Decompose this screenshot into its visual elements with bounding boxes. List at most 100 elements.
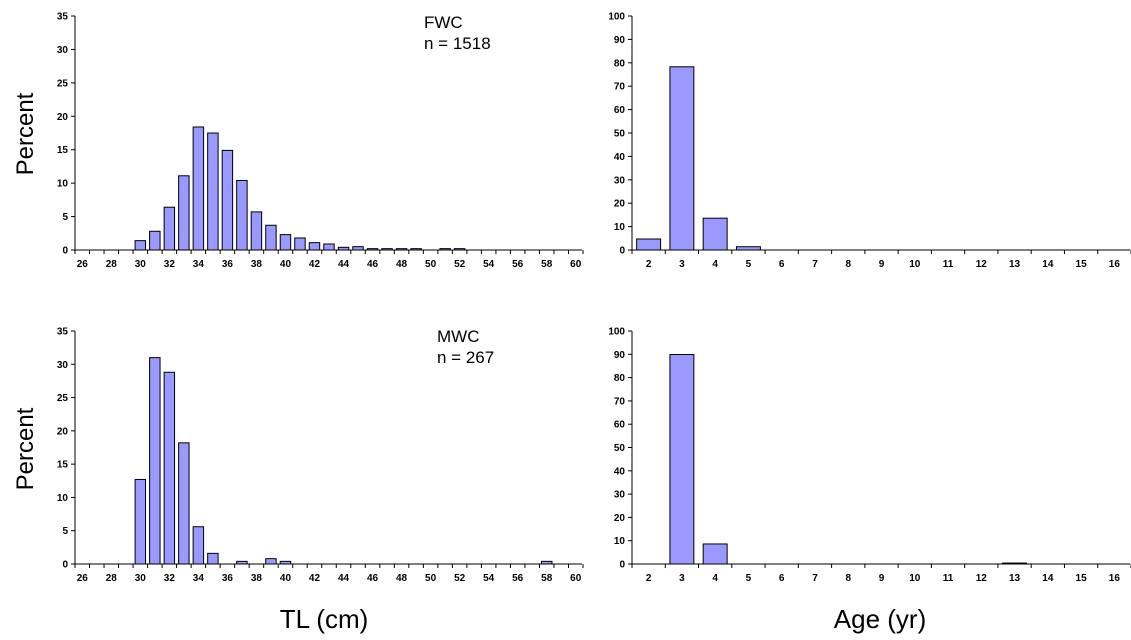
bar-2 (636, 238, 662, 251)
y-tick-label: 10 (57, 179, 69, 190)
y-tick-label: 70 (614, 82, 626, 93)
x-tick-label: 48 (396, 573, 408, 584)
bar-38 (250, 211, 263, 251)
y-tick-label: 60 (614, 420, 626, 431)
bar-32 (163, 371, 176, 565)
x-tick-label: 11 (943, 573, 954, 584)
x-tick-label: 10 (909, 259, 921, 270)
x-tick-label: 16 (1109, 573, 1121, 584)
bar-42 (308, 242, 321, 251)
y-tick-label: 90 (614, 35, 626, 46)
y-axis-label-top: Percent (12, 92, 39, 175)
bar-41 (294, 237, 306, 251)
x-tick-label: 32 (164, 259, 176, 270)
y-tick-label: 0 (62, 560, 68, 571)
x-tick-label: 10 (909, 573, 921, 584)
x-tick-label: 7 (812, 573, 818, 584)
x-tick-label: 26 (77, 259, 89, 270)
bar-45 (352, 246, 364, 251)
x-tick-label: 52 (454, 259, 466, 270)
y-tick-label: 20 (57, 112, 69, 123)
bar-31 (149, 230, 161, 251)
bar-35 (207, 132, 219, 251)
x-tick-label: 36 (222, 573, 234, 584)
x-tick-label: 8 (845, 573, 851, 584)
y-tick-label: 5 (62, 212, 68, 223)
bar-40 (279, 234, 292, 251)
y-tick-label: 80 (614, 373, 626, 384)
x-tick-label: 56 (512, 259, 524, 270)
y-tick-label: 30 (57, 45, 69, 56)
x-axis-label-left: TL (cm) (280, 604, 369, 634)
y-tick-label: 10 (614, 222, 626, 233)
chart-panel-bottom-right: 0 10 20 30 40 50 60 70 80 90 100 2 3 4 5 6 7 8 9 10 11 12 13 14… (608, 327, 1131, 584)
bar-31 (149, 357, 161, 565)
x-tick-label: 12 (976, 573, 988, 584)
y-tick-label: 10 (57, 493, 69, 504)
bar-39 (265, 558, 277, 565)
x-tick-label: 5 (746, 259, 752, 270)
y-tick-label: 0 (62, 246, 68, 257)
x-tick-label: 2 (646, 259, 652, 270)
x-tick-label: 60 (570, 259, 582, 270)
y-tick-label: 0 (619, 246, 625, 257)
x-tick-label: 30 (135, 573, 147, 584)
x-tick-label: 54 (483, 259, 495, 270)
bar-3 (669, 66, 695, 251)
y-tick-label: 35 (57, 12, 69, 23)
annotation-line: n = 267 (437, 348, 494, 367)
x-tick-label: 9 (879, 259, 885, 270)
bar-34 (192, 526, 205, 565)
x-tick-label: 28 (106, 573, 118, 584)
y-tick-label: 90 (614, 350, 626, 361)
chart-panel-top-left: 0 5 10 15 20 25 30 35 26 28 30 32 34 36 38 40 42 44 46 48 50… (57, 12, 584, 270)
y-tick-label: 100 (608, 12, 625, 23)
x-tick-label: 14 (1042, 573, 1054, 584)
x-tick-label: 40 (280, 259, 292, 270)
x-tick-label: 60 (570, 573, 582, 584)
y-tick-label: 60 (614, 105, 626, 116)
y-tick-label: 0 (619, 560, 625, 571)
x-tick-label: 2 (646, 573, 652, 584)
x-tick-label: 9 (879, 573, 885, 584)
x-tick-label: 13 (1009, 259, 1021, 270)
x-tick-label: 16 (1109, 259, 1121, 270)
x-tick-label: 3 (679, 573, 685, 584)
y-tick-label: 40 (614, 152, 626, 163)
bar-43 (323, 243, 335, 251)
y-tick-label: 20 (614, 199, 626, 210)
y-tick-label: 35 (57, 327, 69, 338)
y-tick-label: 15 (57, 460, 69, 471)
bar-3 (669, 354, 695, 565)
x-tick-label: 32 (164, 573, 176, 584)
y-tick-label: 25 (57, 78, 69, 89)
x-tick-label: 46 (367, 259, 379, 270)
y-tick-label: 80 (614, 58, 626, 69)
x-tick-label: 48 (396, 259, 408, 270)
y-tick-label: 25 (57, 393, 69, 404)
x-tick-label: 14 (1042, 259, 1054, 270)
annotation-line: MWC (437, 327, 479, 346)
x-tick-label: 58 (541, 573, 553, 584)
x-tick-label: 38 (251, 573, 263, 584)
x-tick-label: 15 (1076, 573, 1088, 584)
x-tick-label: 44 (338, 259, 350, 270)
x-tick-label: 40 (280, 573, 292, 584)
annotation-line: n = 1518 (424, 34, 491, 53)
y-tick-label: 5 (62, 526, 68, 537)
bar-30 (134, 240, 147, 251)
chart-panel-bottom-left: 0 5 10 15 20 25 30 35 26 28 30 32 34 36 38 40 42 44 46 48 50… (57, 327, 584, 584)
bar-37 (236, 179, 248, 251)
y-tick-label: 40 (614, 466, 626, 477)
y-tick-label: 50 (614, 129, 626, 140)
x-tick-label: 30 (135, 259, 147, 270)
bar-39 (265, 224, 277, 251)
x-tick-label: 50 (425, 259, 437, 270)
x-tick-label: 34 (193, 259, 205, 270)
y-tick-label: 70 (614, 396, 626, 407)
x-tick-label: 6 (779, 573, 785, 584)
y-tick-label: 100 (608, 327, 625, 338)
y-tick-label: 20 (57, 426, 69, 437)
x-tick-label: 12 (976, 259, 988, 270)
